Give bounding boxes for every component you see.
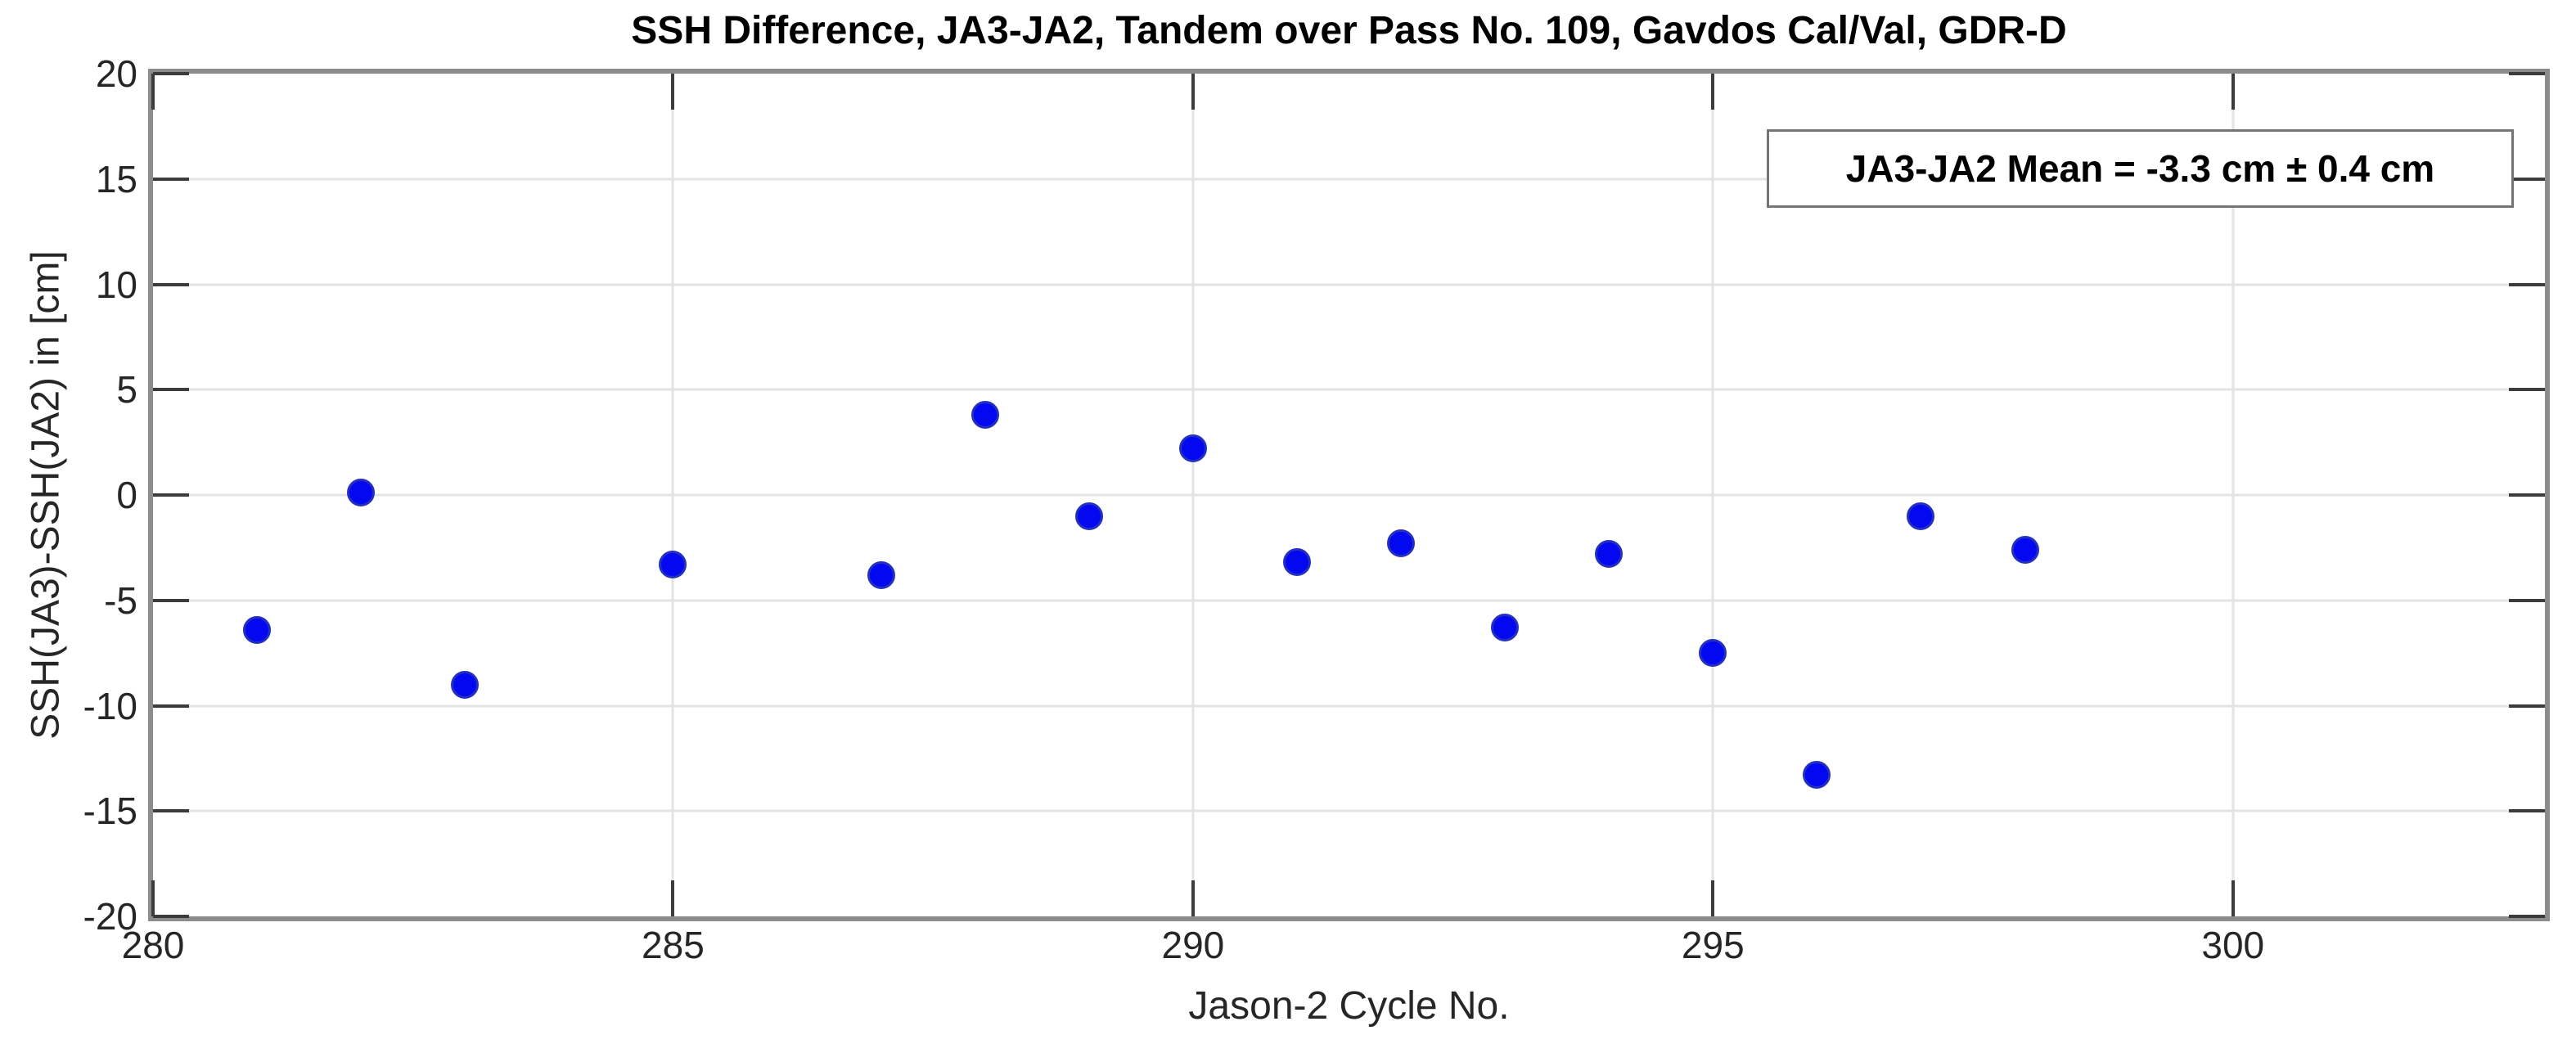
x-axis-tick — [151, 74, 155, 110]
x-tick-label: 285 — [642, 924, 705, 966]
data-point — [347, 479, 376, 507]
x-axis-tick — [671, 880, 675, 916]
y-axis-tick — [2509, 388, 2545, 392]
y-axis-tick — [153, 915, 189, 918]
y-tick-label: -15 — [83, 790, 137, 833]
data-point — [451, 670, 480, 699]
y-axis-tick — [2509, 809, 2545, 813]
y-tick-label: -10 — [83, 684, 137, 727]
y-axis-tick — [2509, 72, 2545, 75]
y-tick-label: 15 — [95, 157, 137, 200]
y-tick-label: 0 — [116, 474, 137, 516]
y-tick-label: 20 — [95, 52, 137, 95]
grid-line-horizontal — [153, 599, 2545, 602]
legend-text: JA3-JA2 Mean = -3.3 cm ± 0.4 cm — [1845, 147, 2435, 190]
y-tick-label: 5 — [116, 368, 137, 412]
legend-box: JA3-JA2 Mean = -3.3 cm ± 0.4 cm — [1767, 129, 2514, 208]
data-point — [243, 615, 272, 644]
grid-line-horizontal — [153, 493, 2545, 497]
grid-line-horizontal — [153, 704, 2545, 707]
x-tick-label: 280 — [121, 924, 185, 966]
x-axis-label: Jason-2 Cycle No. — [1188, 984, 1510, 1028]
y-axis-tick — [2509, 282, 2545, 286]
x-tick-labels: 280 285 290 295 300 — [122, 923, 2545, 972]
y-axis-tick — [153, 809, 189, 813]
y-tick-label: -20 — [83, 895, 137, 938]
grid-line-horizontal — [153, 178, 2545, 181]
grid-line-horizontal — [153, 388, 2545, 391]
x-tick-label: 290 — [1161, 924, 1225, 966]
y-axis-tick — [153, 177, 189, 181]
y-axis-tick — [2509, 177, 2545, 181]
y-tick-label: 10 — [95, 263, 137, 306]
x-axis-tick — [1191, 880, 1195, 916]
data-point — [1074, 502, 1103, 530]
chart-title: SSH Difference, JA3-JA2, Tandem over Pas… — [631, 9, 2067, 52]
data-point — [1282, 548, 1311, 577]
plot-area: JA3-JA2 Mean = -3.3 cm ± 0.4 cm — [148, 69, 2550, 921]
data-point — [867, 560, 895, 589]
y-tick-labels: 20 15 10 5 0 -5 -10 -15 -20 — [0, 52, 137, 938]
y-axis-tick — [2509, 493, 2545, 497]
x-axis-tick — [2231, 880, 2235, 916]
y-axis-tick — [2509, 704, 2545, 708]
x-tick-label: 300 — [2201, 924, 2265, 966]
x-axis-tick — [1711, 880, 1715, 916]
x-axis-tick — [1711, 74, 1715, 110]
data-point — [1595, 540, 1624, 569]
data-point — [1803, 761, 1831, 790]
x-axis-tick — [671, 74, 675, 110]
y-axis-tick — [153, 598, 189, 602]
y-axis-tick — [153, 282, 189, 286]
data-point — [659, 550, 687, 578]
y-axis-tick — [153, 704, 189, 708]
y-axis-tick — [153, 388, 189, 392]
data-point — [971, 401, 999, 430]
y-axis-tick — [153, 493, 189, 497]
data-point — [1699, 639, 1727, 668]
data-point — [1491, 614, 1520, 642]
data-point — [1387, 529, 1416, 558]
grid-line-horizontal — [153, 283, 2545, 286]
grid-line-horizontal — [153, 809, 2545, 812]
x-axis-tick — [151, 880, 155, 916]
data-point — [1178, 434, 1207, 463]
y-axis-tick — [2509, 598, 2545, 602]
x-axis-tick — [1191, 74, 1195, 110]
data-point — [2011, 535, 2039, 564]
y-axis-tick — [2509, 915, 2545, 918]
data-point — [1907, 502, 1935, 530]
x-tick-label: 295 — [1681, 924, 1745, 966]
y-tick-label: -5 — [104, 578, 137, 622]
x-axis-tick — [2231, 74, 2235, 110]
y-axis-tick — [153, 72, 189, 75]
